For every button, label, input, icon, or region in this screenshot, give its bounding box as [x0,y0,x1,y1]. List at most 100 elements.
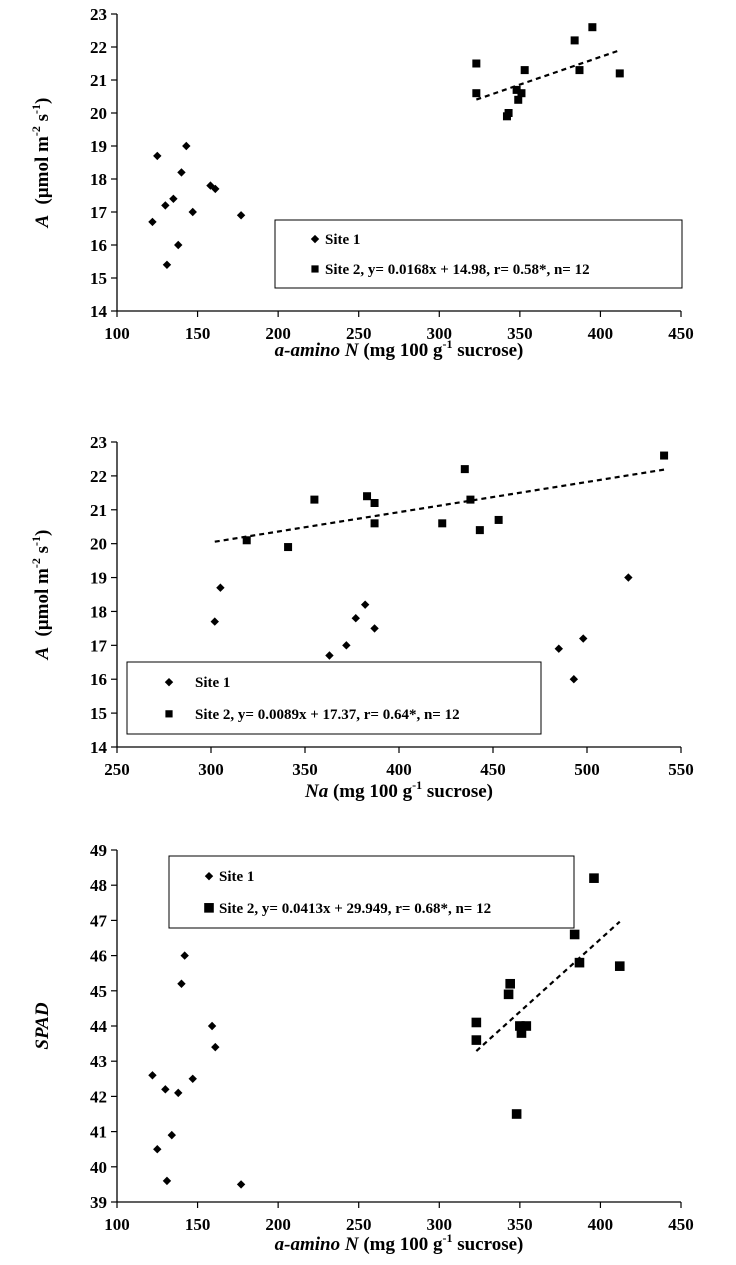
data-point-site1 [161,1085,170,1094]
data-point-site1 [174,1088,183,1098]
x-tick-label: 250 [346,1215,372,1234]
data-point-site1 [162,1176,172,1186]
x-tick-label: 200 [265,1215,291,1234]
legend-marker-site1 [204,871,214,881]
data-point-site2 [511,1109,522,1119]
data-point-site1 [210,617,219,626]
data-point-site2 [521,1021,532,1031]
x-tick-label: 300 [427,1215,453,1234]
data-point-site2 [472,59,481,68]
y-tick-label: 15 [90,269,107,288]
x-tick-label: 350 [507,324,533,343]
y-tick-label: 15 [90,704,107,723]
data-point-site2 [614,961,625,971]
legend-label: Site 2, y= 0.0089x + 17.37, r= 0.64*, n=… [195,707,460,723]
data-point-site1 [177,168,186,177]
x-tick-label: 500 [574,760,600,779]
y-tick-label: 47 [90,911,108,930]
x-tick-label: 350 [292,760,318,779]
data-point-site2 [460,465,469,474]
chart-2: 14 15 16 17 18 19 20 21 22 23 250 300 350 400 450 500 55… [29,433,694,802]
y-tick-label: 16 [90,670,107,689]
data-point-site2 [466,495,475,504]
y-tick-label: 20 [90,104,107,123]
y-tick-label: 43 [90,1052,107,1071]
y-tick-label: 48 [90,876,107,895]
data-point-site1 [148,217,157,227]
trend-line [214,468,665,543]
y-tick-label: 18 [90,602,107,621]
data-point-site2 [494,515,503,524]
data-point-site2 [520,66,529,75]
data-point-site2 [284,543,293,552]
data-point-site1 [325,651,334,660]
data-point-site2 [516,1028,527,1038]
legend-marker-site2 [204,903,214,913]
y-tick-label: 23 [90,5,107,24]
data-point-site2 [310,495,319,504]
y-tick-label: 41 [90,1123,107,1142]
data-point-site1 [211,1042,220,1052]
x-tick-label: 100 [104,324,130,343]
legend-marker-site1 [164,677,174,687]
data-point-site2 [438,519,447,528]
data-point-site1 [370,624,379,633]
y-tick-label: 46 [90,947,107,966]
data-point-site1 [211,184,220,194]
data-point-site1 [569,675,579,684]
data-point-site2 [575,66,584,75]
x-tick-label: 100 [104,1215,130,1234]
x-tick-label: 200 [265,324,291,343]
legend-marker-site1 [310,234,320,244]
data-point-site1 [161,201,170,210]
data-point-site2 [242,536,251,545]
x-tick-label: 400 [588,1215,614,1234]
legend-label: Site 1 [219,869,254,885]
data-point-site1 [162,260,172,269]
y-tick-label: 21 [90,501,107,520]
series-2 [472,23,624,121]
x-tick-label: 150 [185,324,211,343]
legend: Site 1 Site 2, y= 0.0168x + 14.98, r= 0.5… [274,219,683,289]
y-axis-label: A(µmol m-2 s-1) [29,98,53,229]
data-point-site1 [236,1180,246,1189]
y-tick-label: 19 [90,569,107,588]
data-point-site2 [370,499,379,507]
y-tick-label: 42 [90,1087,107,1106]
data-point-site2 [504,109,513,117]
data-point-site1 [554,644,563,653]
legend-label: Site 1 [195,675,230,691]
y-tick-label: 14 [90,738,108,757]
y-tick-label: 45 [90,982,107,1001]
y-tick-label: 14 [90,302,108,321]
x-tick-label: 450 [668,324,694,343]
legend-label: Site 1 [325,232,360,248]
data-point-site2 [569,929,580,940]
legend-label: Site 2, y= 0.0168x + 14.98, r= 0.58*, n=… [325,262,590,278]
x-axis-label: a-amino N (mg 100 g-1 sucrose) [275,337,524,361]
data-point-site1 [148,1071,157,1080]
data-point-site1 [153,151,162,161]
y-tick-label: 18 [90,170,107,189]
data-point-site2 [370,519,379,528]
y-tick-label: 16 [90,236,107,255]
data-point-site2 [588,23,597,32]
y-tick-label: 49 [90,841,107,860]
legend-box [168,855,575,929]
data-point-site2 [589,873,599,883]
data-point-site2 [472,89,481,98]
data-point-site1 [188,207,197,217]
data-point-site1 [167,1130,176,1140]
x-tick-label: 300 [427,324,453,343]
x-tick-label: 450 [480,760,506,779]
data-point-site2 [512,85,521,94]
data-point-site2 [505,978,515,989]
y-tick-label: 19 [90,137,107,156]
chart-3: 39 40 41 42 43 44 45 46 47 48 49 100 150 200 250 300 350… [32,841,694,1255]
y-tick-label: 39 [90,1193,107,1212]
data-point-site2 [514,95,523,104]
data-point-site2 [471,1017,482,1028]
y-axis-label: A(µmol m-2 s-1) [29,530,53,661]
x-tick-label: 350 [507,1215,533,1234]
